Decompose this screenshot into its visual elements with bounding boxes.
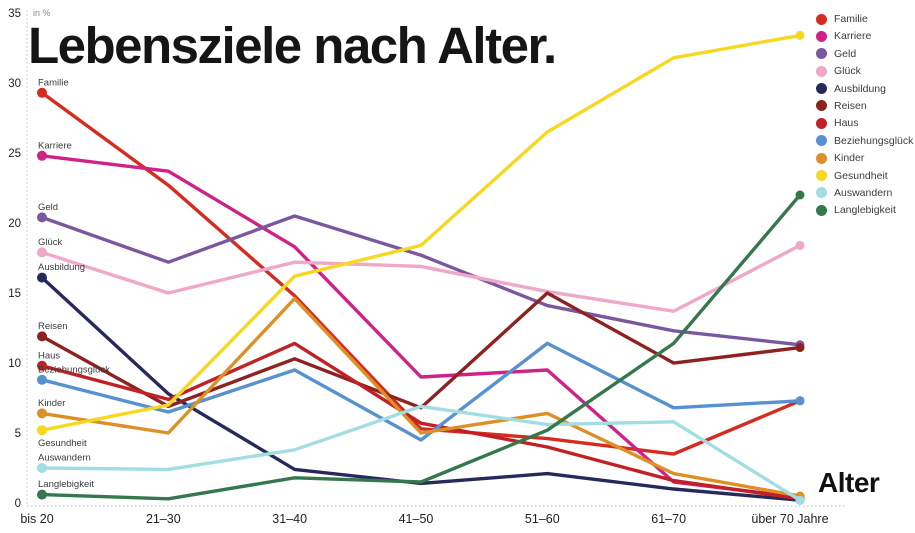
legend: Familie Karriere Geld Glück Ausbildung Reisen… <box>816 13 913 216</box>
series-inline-label: Haus <box>38 350 60 361</box>
legend-label: Karriere <box>834 30 872 43</box>
series-line-Reisen <box>40 291 802 410</box>
series-inline-label: Reisen <box>38 321 68 332</box>
series-inline-label: Karriere <box>38 140 72 151</box>
series-line-Familie <box>40 91 802 456</box>
legend-dot <box>816 152 827 164</box>
legend-item-Glück: Glück <box>816 65 913 77</box>
legend-dot <box>816 65 827 77</box>
y-tick-label: 5 <box>15 428 21 440</box>
series-start-dot-Geld <box>37 212 47 223</box>
series-start-dot-Reisen <box>37 331 47 342</box>
x-axis-title: Alter <box>818 467 880 498</box>
legend-item-Haus: Haus <box>816 117 913 129</box>
legend-dot <box>816 100 827 112</box>
series-start-dot-Gesundheit <box>37 425 47 436</box>
series-line-Beziehungsglück <box>40 341 802 442</box>
series-end-dot-Beziehungsglück <box>795 396 805 406</box>
legend-label: Ausbildung <box>834 82 886 95</box>
x-tick-label: 51–60 <box>525 512 560 526</box>
y-tick-label: 20 <box>8 218 21 230</box>
series-start-dot-Langlebigkeit <box>37 489 47 500</box>
legend-label: Gesundheit <box>834 169 888 182</box>
legend-item-Geld: Geld <box>816 48 913 60</box>
legend-label: Geld <box>834 47 857 60</box>
legend-item-Beziehungsglück: Beziehungsglück <box>816 135 913 147</box>
legend-label: Reisen <box>834 99 867 112</box>
x-tick-label: 41–50 <box>399 512 434 526</box>
series-inline-label: Beziehungsglück <box>38 364 110 375</box>
legend-label: Auswandern <box>834 186 893 199</box>
series-inline-label: Glück <box>38 237 63 248</box>
legend-item-Gesundheit: Gesundheit <box>816 170 913 182</box>
legend-label: Familie <box>834 13 868 25</box>
series-start-dot-Ausbildung <box>37 272 47 283</box>
legend-item-Karriere: Karriere <box>816 30 913 42</box>
series-inline-label: Gesundheit <box>38 438 87 449</box>
x-tick-label: 21–30 <box>146 512 181 526</box>
series-start-dot-Auswandern <box>37 463 47 473</box>
legend-dot <box>816 170 827 182</box>
x-tick-label: bis 20 <box>20 512 53 526</box>
y-tick-label: 0 <box>15 498 21 510</box>
series-inline-label: Geld <box>38 202 58 213</box>
y-axis-unit-label: in % <box>33 8 51 18</box>
series-end-dot-Reisen <box>795 343 805 353</box>
series-start-dot-Beziehungsglück <box>37 374 47 385</box>
legend-item-Auswandern: Auswandern <box>816 187 913 199</box>
legend-dot <box>816 204 827 216</box>
series-line-Langlebigkeit <box>40 193 802 501</box>
y-tick-label: 30 <box>8 78 21 90</box>
series-line-Gesundheit <box>40 33 802 432</box>
series-line-Kinder <box>40 296 802 498</box>
series-inline-label: Langlebigkeit <box>38 479 94 490</box>
page-title: Lebensziele nach Alter. <box>28 17 557 74</box>
y-tick-label: 25 <box>8 148 21 160</box>
y-tick-label: 10 <box>8 358 21 370</box>
x-tick-label: 31–40 <box>272 512 307 526</box>
series-line-Haus <box>40 341 802 501</box>
legend-item-Kinder: Kinder <box>816 152 913 164</box>
series-start-dot-Karriere <box>37 150 47 161</box>
series-start-dot-Familie <box>37 87 47 98</box>
legend-dot <box>816 83 827 95</box>
series-line-Ausbildung <box>40 275 802 502</box>
legend-dot <box>816 117 827 129</box>
legend-label: Glück <box>834 65 861 78</box>
series-line-Auswandern <box>40 404 802 502</box>
legend-label: Haus <box>834 117 859 130</box>
legend-dot <box>816 30 827 42</box>
series-end-dot-Auswandern <box>795 495 805 505</box>
legend-item-Reisen: Reisen <box>816 100 913 112</box>
series-end-dot-Gesundheit <box>795 30 805 40</box>
legend-dot <box>816 48 827 60</box>
legend-dot <box>816 13 827 25</box>
series-line-Glück <box>40 243 802 313</box>
x-tick-label: über 70 Jahre <box>751 512 828 526</box>
legend-item-Ausbildung: Ausbildung <box>816 83 913 95</box>
series-inline-label: Familie <box>38 77 69 88</box>
series-inline-label: Kinder <box>38 398 65 409</box>
legend-dot <box>816 135 827 147</box>
y-tick-label: 35 <box>8 8 21 20</box>
legend-label: Kinder <box>834 152 865 165</box>
series-line-Geld <box>40 214 802 347</box>
y-tick-label: 15 <box>8 288 21 300</box>
series-end-dot-Glück <box>795 240 805 250</box>
legend-item-Familie: Familie <box>816 13 913 25</box>
legend-label: Beziehungsglück <box>834 134 914 147</box>
series-start-dot-Glück <box>37 247 47 258</box>
series-inline-label: Ausbildung <box>38 262 85 273</box>
series-start-dot-Haus <box>37 360 47 371</box>
series-start-dot-Kinder <box>37 408 47 419</box>
x-tick-label: 61–70 <box>651 512 686 526</box>
series-inline-label: Auswandern <box>38 453 91 464</box>
series-end-dot-Langlebigkeit <box>795 190 805 200</box>
legend-label: Langlebigkeit <box>834 204 896 217</box>
legend-item-Langlebigkeit: Langlebigkeit <box>816 204 913 216</box>
legend-dot <box>816 187 827 199</box>
